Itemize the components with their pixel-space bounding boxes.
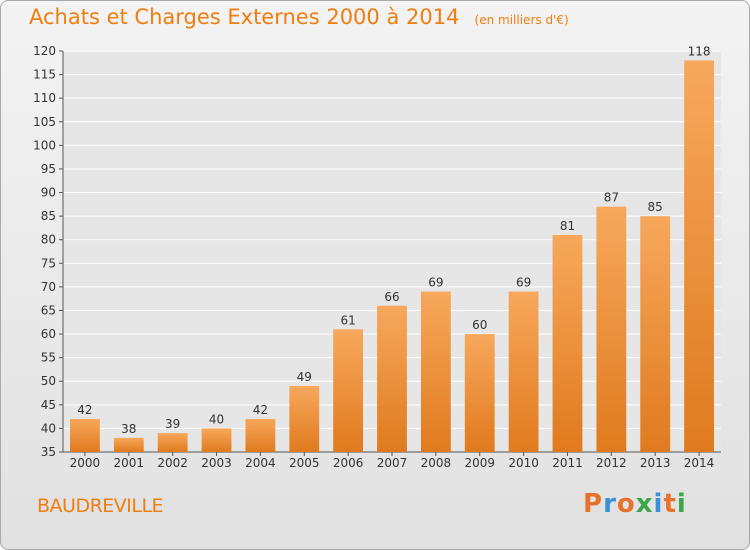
logo-letter: x — [635, 489, 654, 519]
x-tick-label: 2009 — [464, 456, 495, 470]
chart-unit: (en milliers d'€) — [474, 13, 569, 27]
y-tick-label: 70 — [41, 280, 56, 294]
data-label: 85 — [648, 200, 663, 214]
data-label: 42 — [77, 403, 92, 417]
x-tick-label: 2007 — [377, 456, 408, 470]
bar — [596, 206, 627, 452]
y-tick-label: 115 — [33, 68, 56, 82]
bar — [157, 433, 188, 452]
bar — [420, 291, 451, 452]
bar — [333, 329, 364, 452]
bar — [377, 305, 407, 452]
logo-letter: i — [653, 489, 664, 519]
x-tick-label: 2003 — [201, 456, 232, 470]
x-tick-label: 2013 — [640, 456, 671, 470]
bar — [552, 234, 583, 452]
bar — [289, 385, 320, 452]
logo-letter: o — [616, 489, 636, 519]
data-label: 66 — [384, 290, 399, 304]
x-tick-label: 2011 — [552, 456, 583, 470]
y-tick-label: 35 — [41, 445, 56, 459]
y-tick-label: 45 — [41, 398, 56, 412]
proxiti-logo: Proxiti — [583, 489, 687, 519]
y-tick-label: 120 — [33, 44, 56, 58]
chart-title: Achats et Charges Externes 2000 à 2014 — [29, 5, 460, 29]
data-label: 39 — [165, 417, 180, 431]
title-row: Achats et Charges Externes 2000 à 2014 (… — [29, 5, 569, 29]
logo-letter: r — [603, 489, 617, 519]
data-label: 60 — [472, 318, 487, 332]
x-tick-label: 2001 — [114, 456, 145, 470]
y-tick-label: 75 — [41, 256, 56, 270]
y-tick-label: 65 — [41, 303, 56, 317]
bar — [70, 418, 100, 452]
bar — [245, 418, 276, 452]
data-label: 42 — [253, 403, 268, 417]
data-label: 61 — [340, 313, 355, 327]
x-tick-label: 2006 — [333, 456, 364, 470]
y-tick-label: 90 — [41, 186, 56, 200]
y-tick-label: 85 — [41, 209, 56, 223]
bar — [201, 428, 232, 452]
y-tick-label: 50 — [41, 374, 56, 388]
x-tick-label: 2005 — [289, 456, 320, 470]
data-label: 81 — [560, 219, 575, 233]
data-label: 38 — [121, 422, 136, 436]
bar — [113, 437, 144, 452]
logo-letter: P — [583, 489, 604, 519]
data-label: 118 — [688, 44, 711, 58]
y-tick-label: 105 — [33, 115, 56, 129]
x-tick-label: 2010 — [508, 456, 539, 470]
logo-letter: i — [676, 489, 687, 519]
y-tick-label: 55 — [41, 351, 56, 365]
data-label: 69 — [428, 276, 443, 290]
data-label: 69 — [516, 276, 531, 290]
y-tick-label: 100 — [33, 138, 56, 152]
bar — [640, 216, 671, 452]
x-tick-label: 2002 — [157, 456, 188, 470]
data-label: 40 — [209, 412, 224, 426]
bar — [464, 334, 495, 452]
x-tick-label: 2004 — [245, 456, 276, 470]
y-tick-label: 60 — [41, 327, 56, 341]
data-label: 87 — [604, 191, 619, 205]
bar — [684, 60, 714, 452]
bar — [508, 291, 539, 452]
commune-name: BAUDREVILLE — [37, 495, 164, 517]
logo-letter: t — [663, 489, 677, 519]
x-tick-label: 2012 — [596, 456, 627, 470]
data-label: 49 — [297, 370, 312, 384]
y-tick-label: 110 — [33, 91, 56, 105]
y-tick-label: 80 — [41, 233, 56, 247]
x-tick-label: 2014 — [684, 456, 715, 470]
x-tick-label: 2000 — [70, 456, 101, 470]
x-tick-label: 2008 — [421, 456, 452, 470]
y-tick-label: 95 — [41, 162, 56, 176]
y-tick-label: 40 — [41, 421, 56, 435]
